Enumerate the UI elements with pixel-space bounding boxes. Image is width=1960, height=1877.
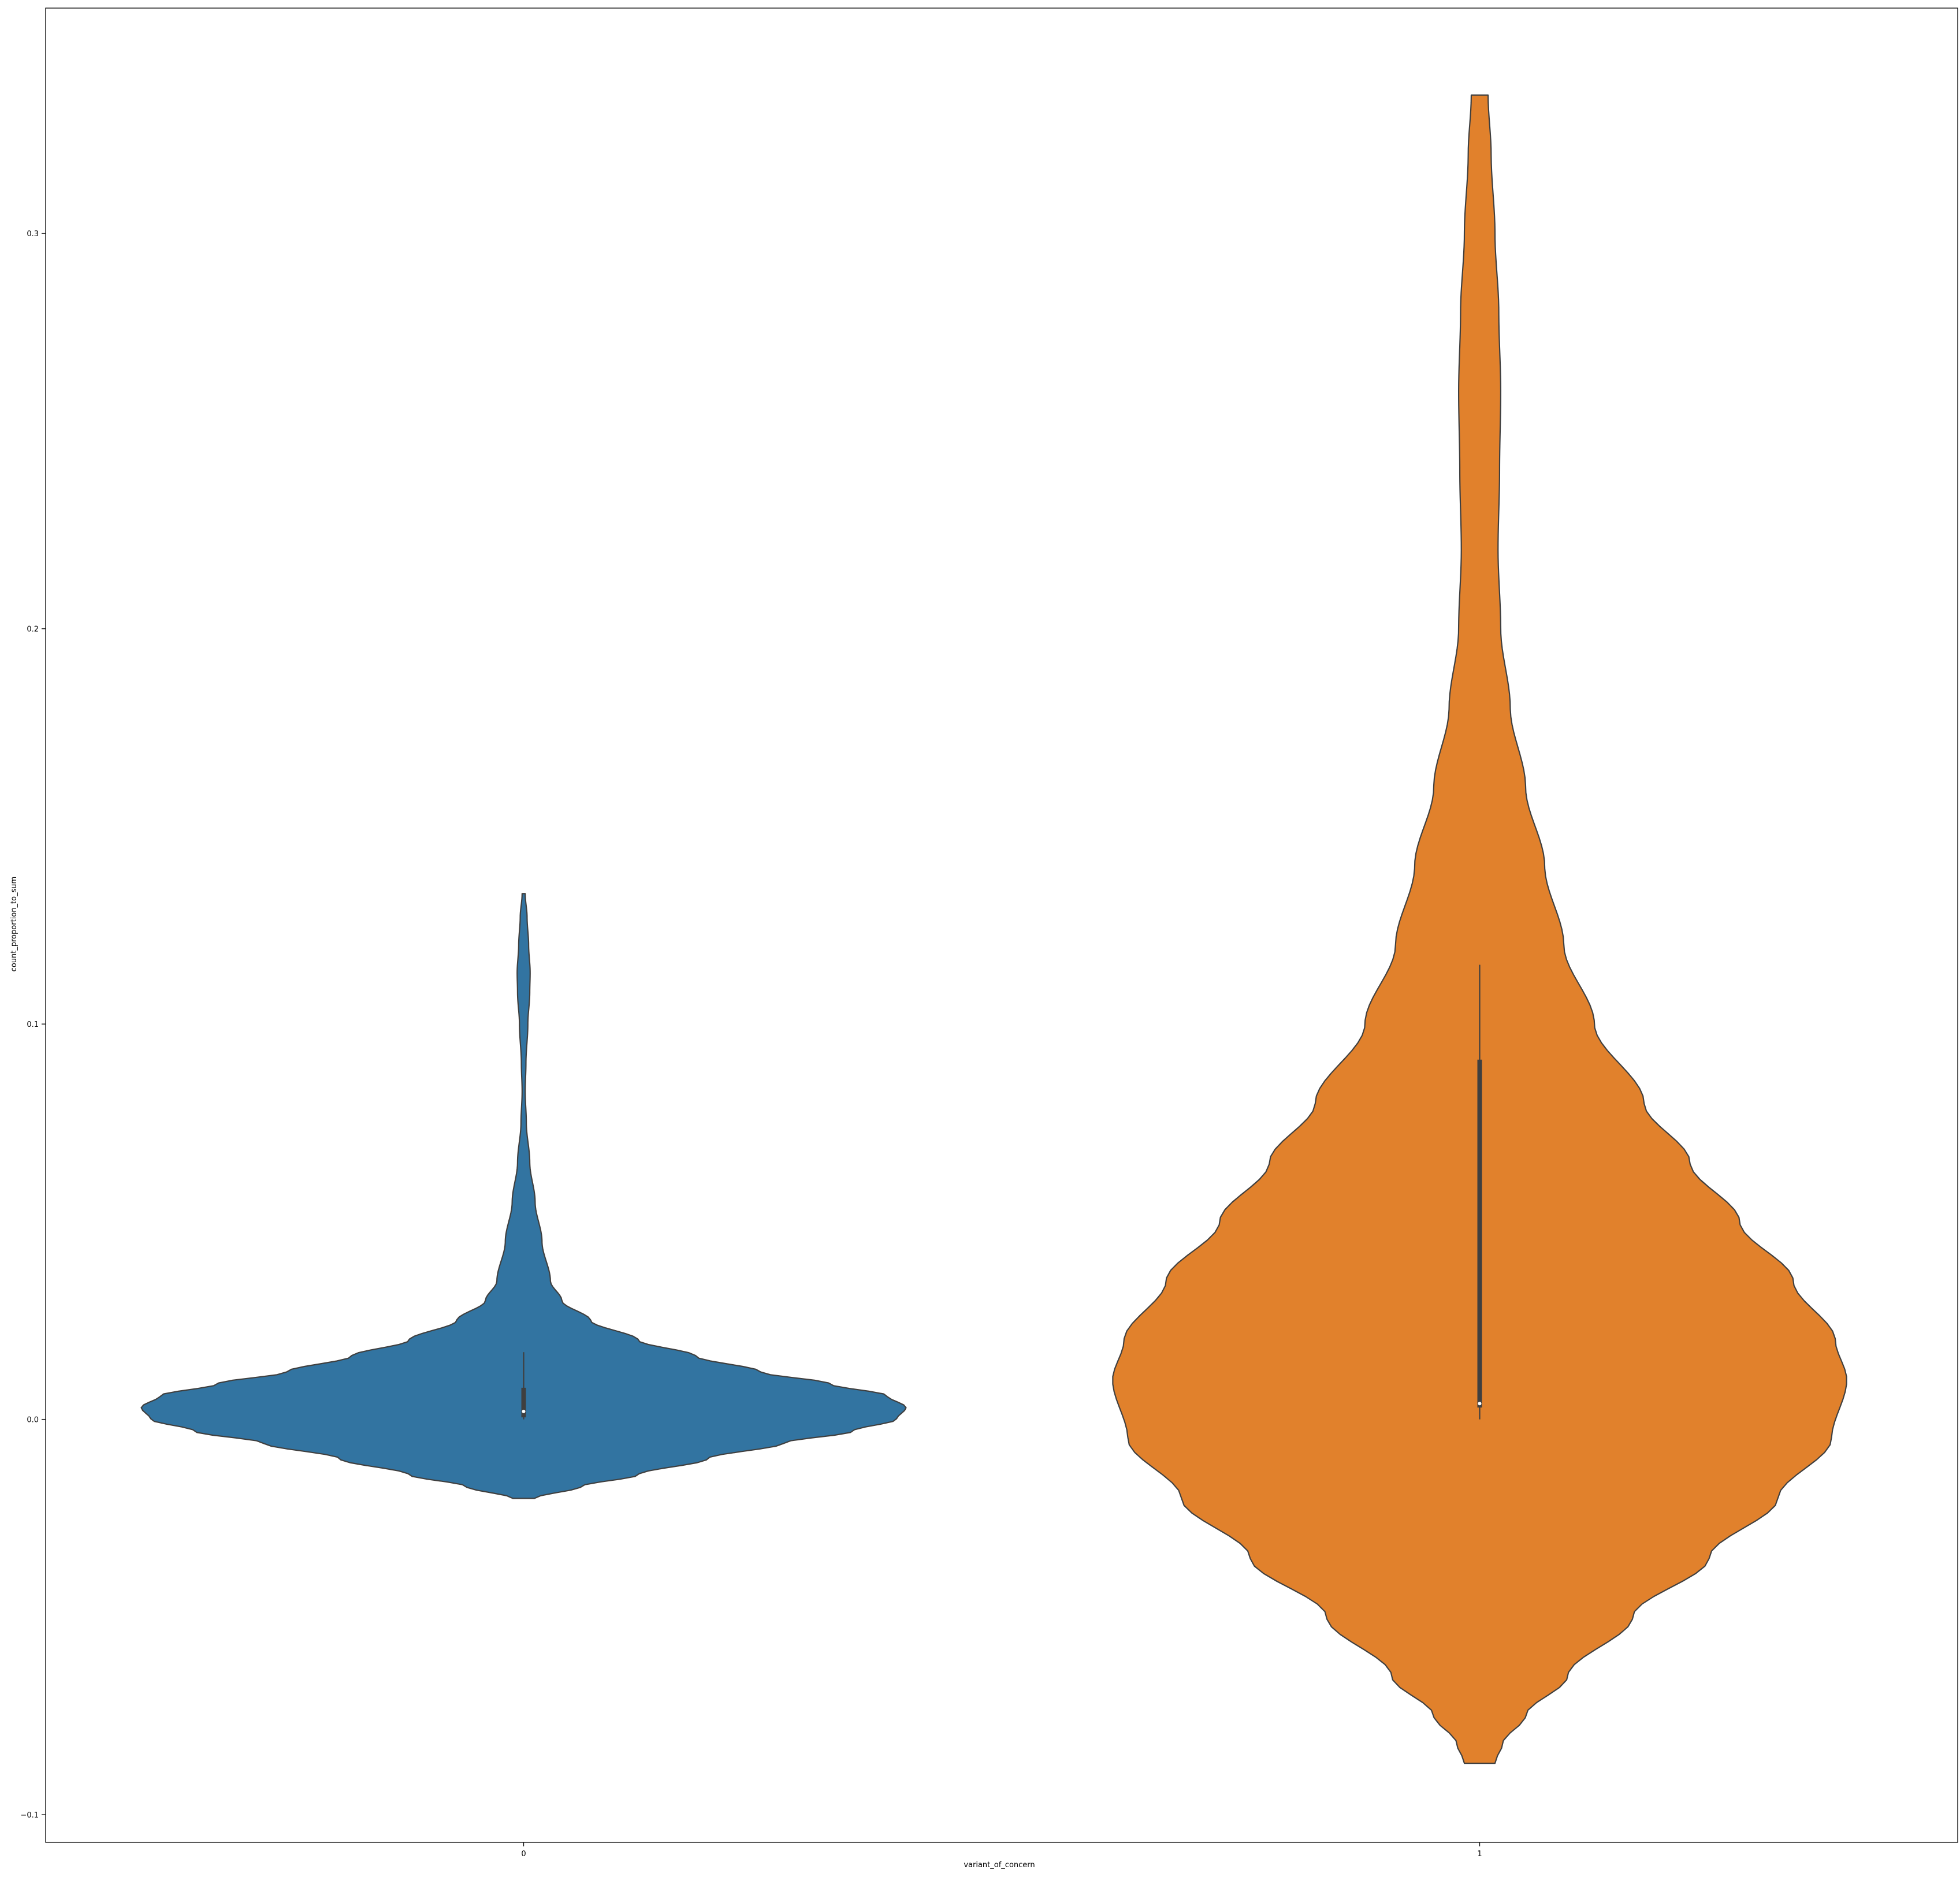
violin-layer: [140, 94, 1847, 1764]
violin-body-1: [1112, 94, 1847, 1764]
median-dot-1: [1478, 1402, 1482, 1406]
y-tick-label: 0.1: [27, 1021, 39, 1029]
plot-frame: [45, 8, 1958, 1843]
y-tick-label: −0.1: [20, 1811, 39, 1820]
y-tick-label: 0.3: [27, 230, 39, 239]
median-dot-0: [522, 1409, 526, 1413]
violin-body-0: [140, 893, 907, 1499]
x-tick-label: 0: [521, 1850, 526, 1859]
x-axis-label: variant_of_concern: [964, 1861, 1035, 1869]
y-tick-label: 0.2: [27, 625, 39, 634]
box-layer: [521, 964, 1482, 1420]
y-axis: −0.1 0.0 0.1 0.2 0.3: [20, 230, 46, 1820]
y-tick-label: 0.0: [27, 1416, 39, 1425]
x-tick-label: 1: [1477, 1850, 1482, 1859]
y-axis-label: count_proportion_to_sum: [10, 877, 18, 972]
